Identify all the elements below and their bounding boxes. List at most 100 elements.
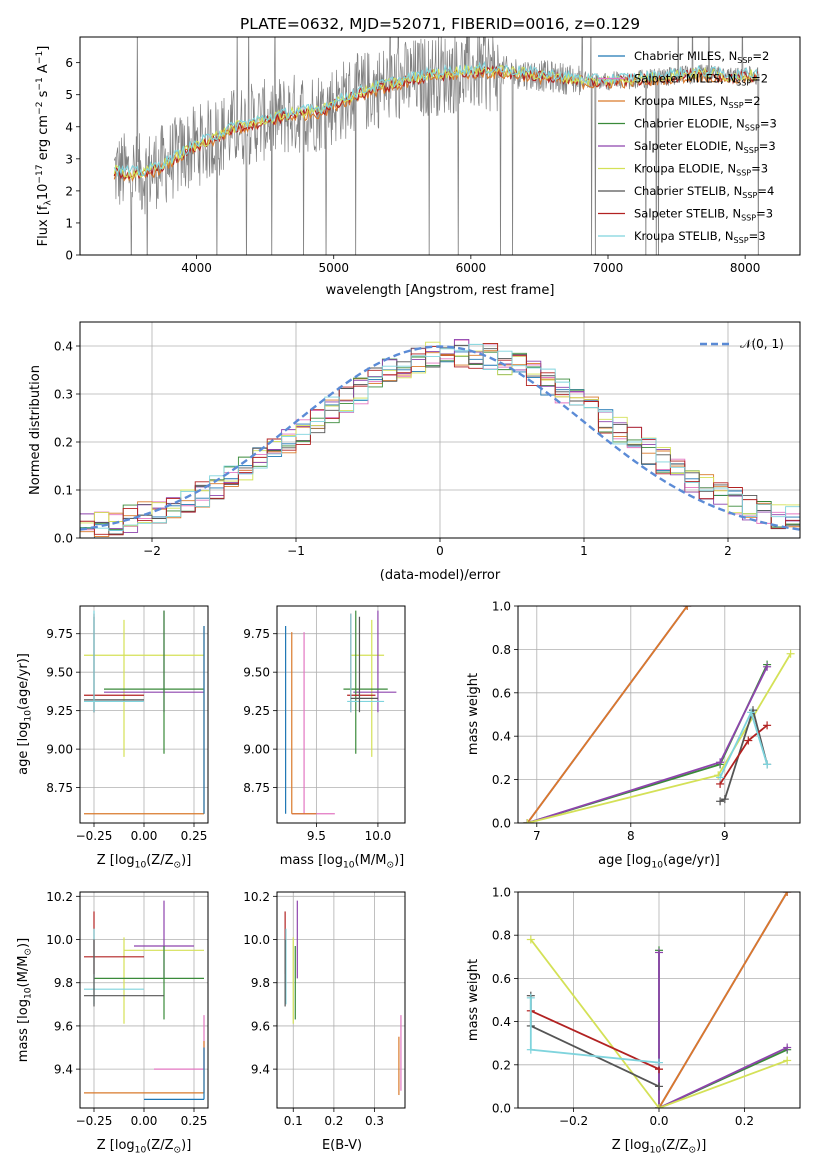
label-part: =3 xyxy=(751,162,768,176)
label-part: −1 xyxy=(35,51,45,64)
wZ-ytick-label: 0.4 xyxy=(492,1015,511,1029)
ageZ-ytick-label: 9.25 xyxy=(46,704,73,718)
legend-entry-salp_miles: Salpeter MILES, NSSP=2 xyxy=(634,72,768,88)
label-part: ] xyxy=(36,46,51,51)
wZ-line-salp_elodie xyxy=(658,952,788,1108)
residuals-ytick-label: 0.0 xyxy=(54,532,73,546)
massZ-ytick-label: 9.8 xyxy=(54,976,73,990)
wZ-xtick-label: 0.2 xyxy=(735,1114,754,1128)
spectrum-ytick-label: 1 xyxy=(65,216,73,230)
massZ-ytick-label: 10.2 xyxy=(46,890,73,904)
wZ-line-salp_stelib xyxy=(530,1009,660,1070)
wAge-ytick-label: 0.6 xyxy=(492,686,511,700)
label-part: SSP xyxy=(741,214,756,223)
ageZ-frame xyxy=(79,605,209,824)
wAge-ytick-label: 0.2 xyxy=(492,773,511,787)
massE-xtick-label: 0.3 xyxy=(365,1114,384,1128)
figure-title: PLATE=0632, MJD=52071, FIBERID=0016, z=0… xyxy=(240,15,640,33)
legend-entry-krou_elodie: Kroupa ELODIE, NSSP=3 xyxy=(634,162,768,178)
spectrum-ytick-label: 4 xyxy=(65,120,73,134)
label-part: )] xyxy=(181,1138,191,1153)
ageZ-xtick-label: 0.00 xyxy=(131,829,158,843)
spectrum-plot-area xyxy=(113,37,760,255)
ageM-xlabel: mass [log10(M/M⊙)] xyxy=(280,853,404,871)
ageM-ytick-label: 9.25 xyxy=(243,704,270,718)
spectrum-xtick-label: 4000 xyxy=(181,261,212,275)
residuals-ytick-label: 0.1 xyxy=(54,484,73,498)
ageZ-xtick-label: 0.25 xyxy=(181,829,208,843)
label-part: ⊙ xyxy=(386,861,394,871)
residuals-ytick-label: 0.3 xyxy=(54,388,73,402)
wZ-line-krou_miles xyxy=(658,892,788,1108)
spectrum-xtick-label: 8000 xyxy=(730,261,761,275)
legend-gauss-label: 𝒩(0, 1) xyxy=(740,337,784,351)
ageZ-plot-area xyxy=(80,606,208,823)
residuals-frame xyxy=(79,321,801,539)
wAge-plot-area xyxy=(518,606,800,823)
label-part: ⊙ xyxy=(174,861,182,871)
wAge-line-krou_miles xyxy=(526,606,688,823)
residuals-xtick-label: 0 xyxy=(436,544,444,558)
label-part: 10 xyxy=(36,184,51,201)
label-part: =4 xyxy=(757,184,774,198)
spectrum-ytick-label: 0 xyxy=(65,249,73,263)
spectrum-xtick-label: 5000 xyxy=(318,261,349,275)
massZ-ytick-label: 9.4 xyxy=(54,1063,73,1077)
label-part: (M/M xyxy=(16,956,31,988)
label-part: SSP xyxy=(734,236,749,245)
label-part: =2 xyxy=(751,72,768,86)
label-part: Kroupa STELIB, N xyxy=(634,229,734,243)
wZ-ylabel: mass weight xyxy=(466,959,481,1041)
ageM-ytick-label: 8.75 xyxy=(243,781,270,795)
spectrum-frame xyxy=(79,36,801,256)
label-part: (age/yr)] xyxy=(16,653,31,710)
label-part: Kroupa MILES, N xyxy=(634,94,729,108)
label-part: Kroupa ELODIE, N xyxy=(634,162,736,176)
label-part: Z [log xyxy=(97,853,135,868)
label-part: Z [log xyxy=(97,1138,135,1153)
ageM-ytick-label: 9.00 xyxy=(243,743,270,757)
wAge-line-krou_stelib xyxy=(719,709,768,778)
spectrum-ytick-label: 6 xyxy=(65,56,73,70)
label-part: =3 xyxy=(749,229,766,243)
massZ-plot-area xyxy=(80,892,208,1108)
wZ-line-chab_stelib xyxy=(529,995,660,1088)
label-part: ⊙ xyxy=(24,948,34,956)
ageM-xtick-label: 10.0 xyxy=(365,829,392,843)
residuals-ylabel: Normed distribution xyxy=(28,365,43,495)
spectrum-xlabel: wavelength [Angstrom, rest frame] xyxy=(326,283,555,298)
wZ-ytick-label: 0.2 xyxy=(492,1058,511,1072)
label-part: Z [log xyxy=(612,1138,650,1153)
massE-ytick-label: 10.2 xyxy=(243,890,270,904)
wZ-ytick-label: 0.6 xyxy=(492,972,511,986)
residuals-ytick-label: 0.2 xyxy=(54,436,73,450)
label-part: 10 xyxy=(650,1146,662,1156)
label-part: =2 xyxy=(752,49,769,63)
ageZ-ytick-label: 9.75 xyxy=(46,627,73,641)
wZ-xtick-label: −0.2 xyxy=(559,1114,588,1128)
wAge-xlabel: age [log10(age/yr)] xyxy=(598,853,720,871)
label-part: 10 xyxy=(24,710,34,722)
label-part: SSP xyxy=(736,169,751,178)
massE-frame xyxy=(276,891,406,1109)
label-part: )] xyxy=(696,1138,706,1153)
label-part: SSP xyxy=(736,79,751,88)
label-part: =3 xyxy=(759,139,776,153)
ageZ-ytick-label: 9.50 xyxy=(46,666,73,680)
legend-entry-chab_elodie: Chabrier ELODIE, NSSP=3 xyxy=(634,117,777,133)
label-part: −17 xyxy=(35,164,45,183)
massZ-xtick-label: 0.00 xyxy=(131,1114,158,1128)
hist-krou_stelib xyxy=(80,343,800,531)
legend-entry-chab_miles: Chabrier MILES, NSSP=2 xyxy=(634,49,769,65)
legend-entry-chab_stelib: Chabrier STELIB, NSSP=4 xyxy=(634,184,774,200)
label-part: )] xyxy=(181,853,191,868)
label-part: −1 xyxy=(35,77,45,90)
label-part: SSP xyxy=(745,124,760,133)
label-part: 10 xyxy=(135,861,147,871)
wZ-xlabel: Z [log10(Z/Z⊙)] xyxy=(612,1138,707,1156)
ageM-ytick-label: 9.75 xyxy=(243,627,270,641)
wZ-ytick-label: 0.8 xyxy=(492,929,511,943)
ageM-ytick-label: 9.50 xyxy=(243,666,270,680)
wAge-ylabel: mass weight xyxy=(466,673,481,755)
label-part: SSP xyxy=(729,101,744,110)
